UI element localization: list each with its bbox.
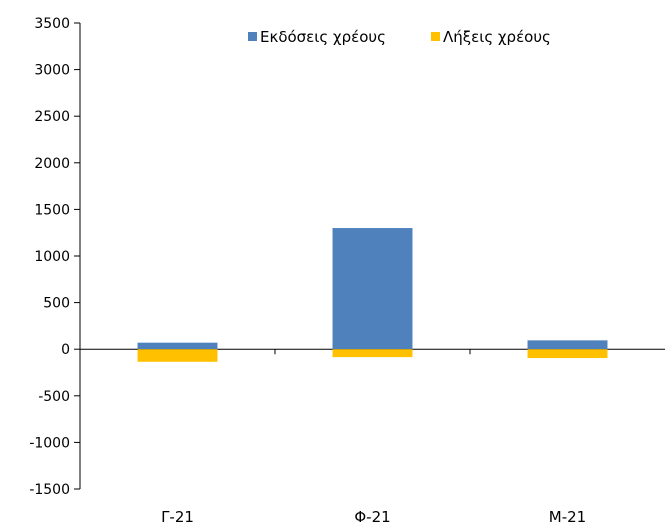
legend-label: Εκδόσεις χρέους — [260, 28, 386, 46]
bar — [527, 340, 608, 350]
legend: Εκδόσεις χρέους Λήξεις χρέους — [248, 28, 551, 46]
legend-label: Λήξεις χρέους — [443, 28, 551, 46]
bars — [137, 228, 608, 362]
legend-swatch — [248, 32, 257, 41]
y-tick-label: 500 — [43, 296, 70, 312]
bar — [332, 228, 413, 350]
x-tick-label: Μ-21 — [549, 508, 586, 526]
legend-swatch — [431, 32, 440, 41]
bar — [332, 349, 413, 358]
x-tick-label: Γ-21 — [161, 508, 194, 526]
bar — [137, 342, 218, 350]
y-tick-label: -1000 — [29, 435, 70, 451]
y-tick-label: 2000 — [34, 156, 70, 172]
y-tick-label: 3500 — [34, 16, 70, 32]
y-tick-label: 2500 — [34, 109, 70, 125]
bar — [137, 349, 218, 362]
y-axis: 3500 3000 2500 2000 1500 1000 500 0 -500 -1000 -15… — [29, 16, 81, 498]
x-axis: Γ-21 Φ-21 Μ-21 — [80, 348, 665, 526]
y-tick-label: -1500 — [29, 482, 70, 498]
y-tick-label: -500 — [38, 389, 70, 405]
y-tick-label: 1500 — [34, 202, 70, 218]
bar — [527, 349, 608, 359]
y-tick-label: 0 — [61, 342, 70, 358]
x-tick-label: Φ-21 — [354, 508, 390, 526]
y-tick-label: 1000 — [34, 249, 70, 265]
y-tick-label: 3000 — [34, 63, 70, 79]
